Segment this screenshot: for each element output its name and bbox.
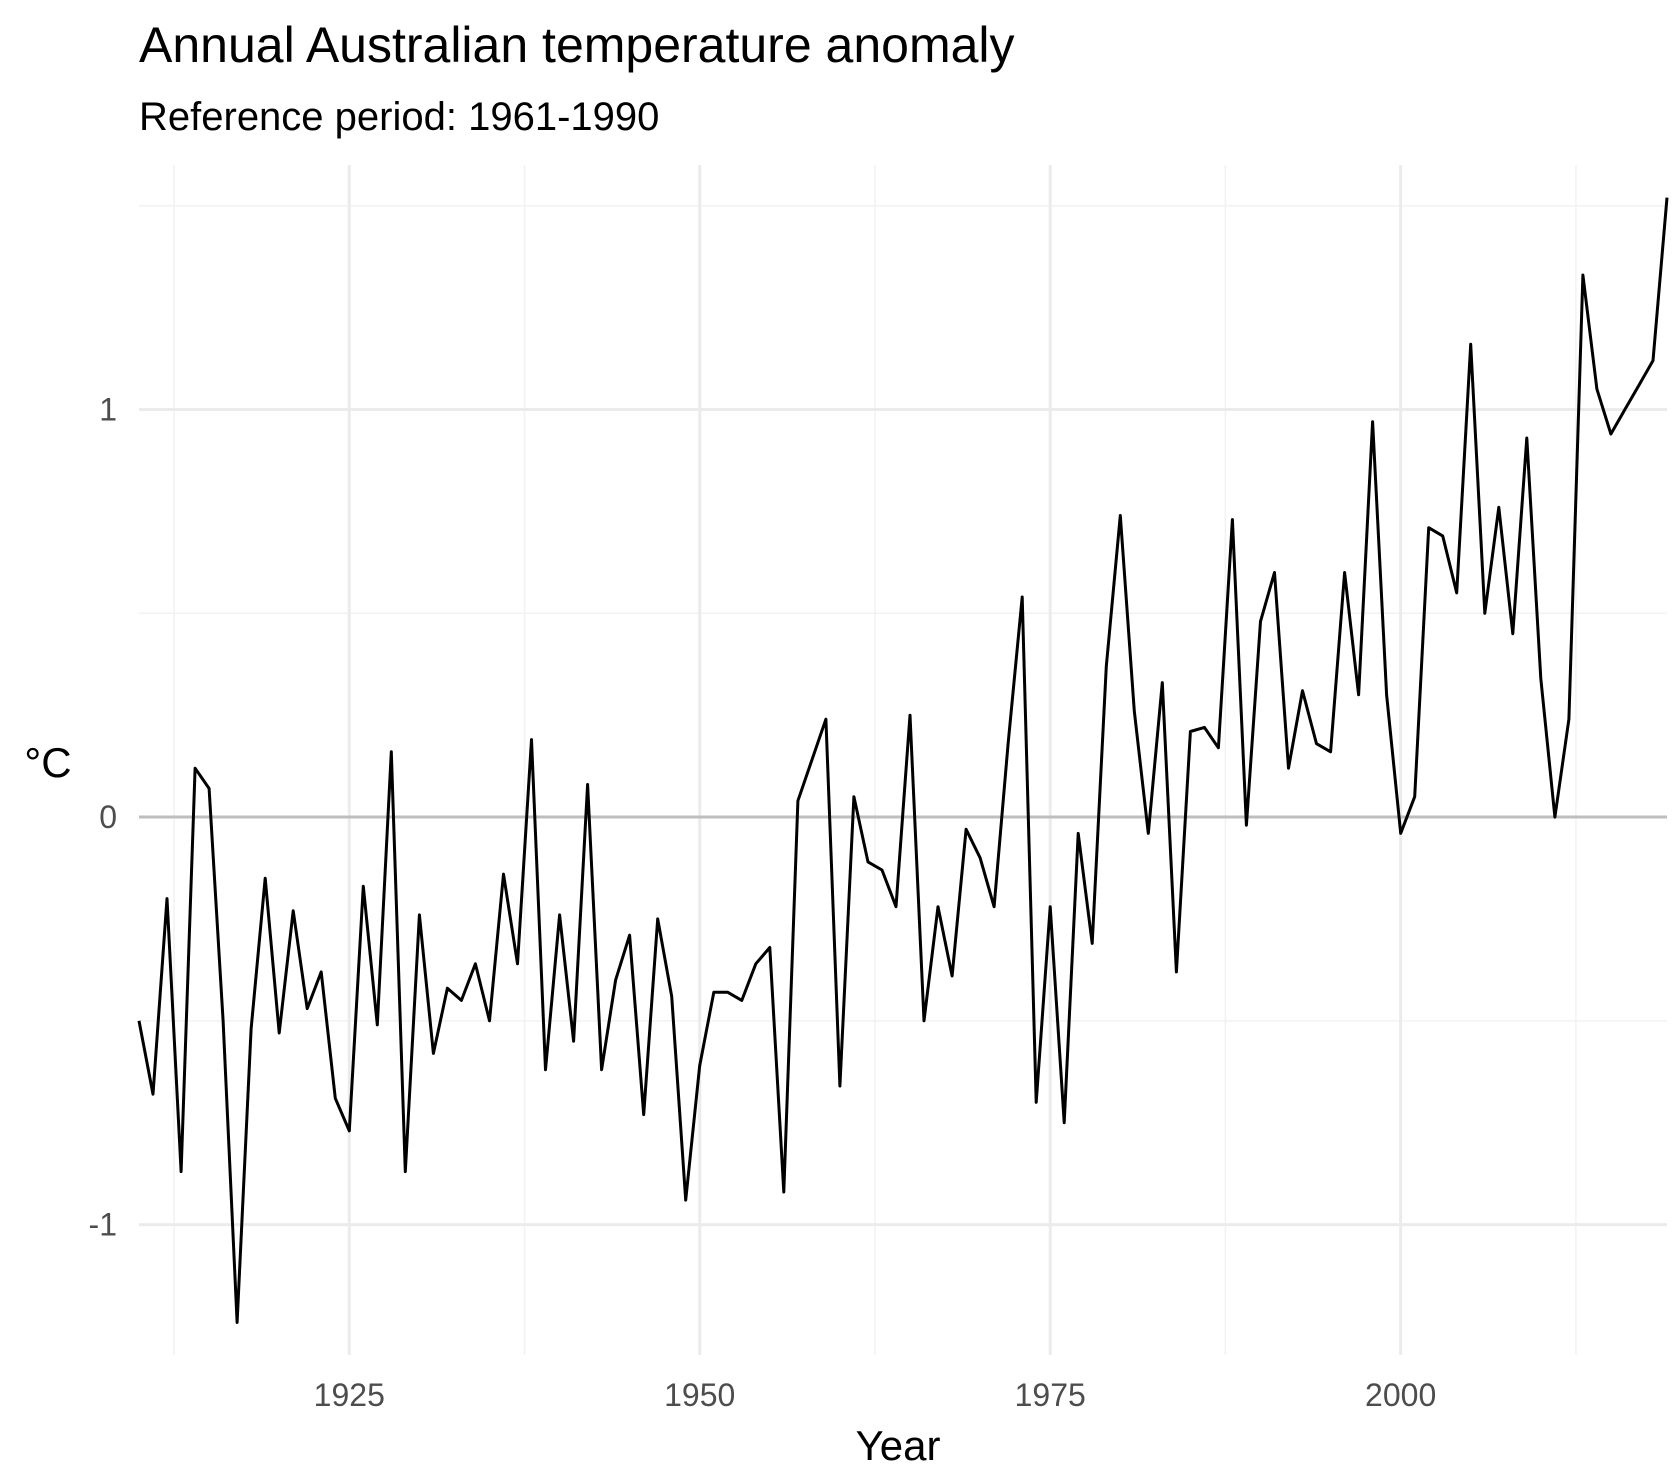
x-tick-label: 1950 (664, 1377, 735, 1413)
chart-title: Annual Australian temperature anomaly (139, 17, 1015, 73)
y-axis-title: °C (24, 739, 71, 786)
x-axis-title: Year (856, 1422, 941, 1469)
x-tick-label: 1975 (1015, 1377, 1086, 1413)
y-tick-label: 1 (99, 392, 117, 428)
tick-labels: 1925 1950 1975 2000 -1 0 1 (89, 392, 1437, 1413)
series-layer (137, 197, 1669, 1324)
grid-lines (139, 165, 1667, 1355)
x-tick-label: 1925 (314, 1377, 385, 1413)
y-tick-label: -1 (89, 1207, 117, 1243)
anomaly-series-line (137, 197, 1669, 1324)
x-tick-label: 2000 (1365, 1377, 1436, 1413)
chart-subtitle: Reference period: 1961-1990 (139, 95, 659, 139)
y-tick-label: 0 (99, 799, 117, 835)
